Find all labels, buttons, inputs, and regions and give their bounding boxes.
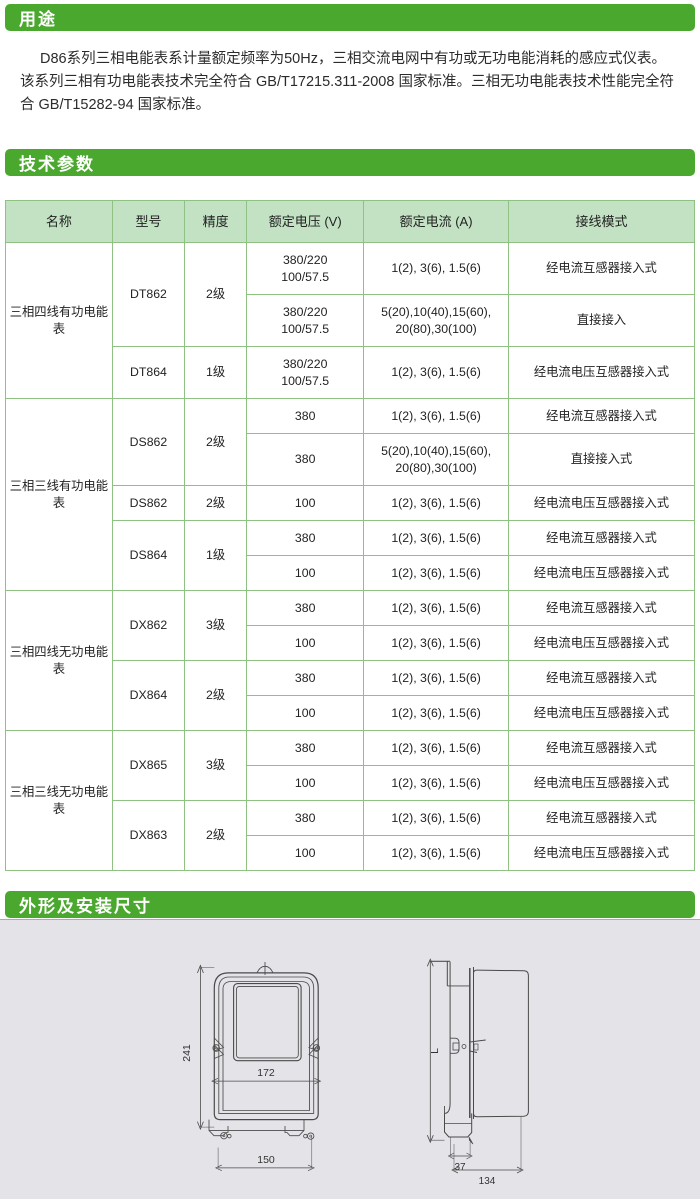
- svg-text:241: 241: [181, 1044, 193, 1062]
- svg-text:L: L: [429, 1048, 441, 1054]
- svg-text:172: 172: [257, 1067, 275, 1079]
- svg-text:134: 134: [479, 1176, 496, 1187]
- svg-text:150: 150: [257, 1154, 275, 1166]
- svg-text:37: 37: [454, 1162, 466, 1173]
